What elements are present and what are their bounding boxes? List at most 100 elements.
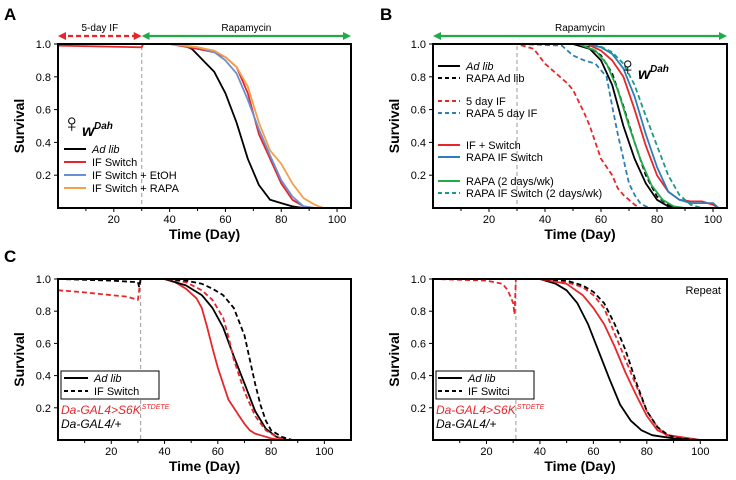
y-tick-label: 0.4 xyxy=(36,137,51,149)
series-line-5-day-if xyxy=(433,43,641,209)
legend-label: IF Switch + RAPA xyxy=(92,183,180,195)
legend-label: RAPA IF Switch (2 days/wk) xyxy=(466,188,602,200)
x-tick-label: 80 xyxy=(641,446,653,458)
x-tick-label: 40 xyxy=(539,214,551,226)
x-tick-label: 20 xyxy=(483,214,495,226)
legend-label: 5 day IF xyxy=(466,96,506,108)
genotype-label: Da-GAL4>S6K xyxy=(436,403,517,417)
series-line-s6k-ad-lib xyxy=(433,278,701,441)
legend-label: Ad lib xyxy=(465,61,494,73)
y-tick-label: 0.2 xyxy=(36,170,51,182)
legend-label: Ad lib xyxy=(467,373,496,385)
top-arrow-label: Rapamycin xyxy=(555,23,605,34)
y-tick-label: 1.0 xyxy=(411,39,426,51)
female-symbol: ♀ xyxy=(618,51,638,81)
series-line-control-if-switch xyxy=(57,278,293,441)
legend-label: IF Switch xyxy=(94,386,139,398)
x-tick-label: 20 xyxy=(108,214,120,226)
panel-b: Rapamycin 20 40 60 80 100 0.2 0.4 0.6 0.8 1.0 Time … xyxy=(386,23,728,242)
y-tick-label: 0.8 xyxy=(36,72,51,84)
plot-frame xyxy=(57,43,352,209)
x-tick-label: 40 xyxy=(158,446,170,458)
x-tick-label: 100 xyxy=(704,214,722,226)
y-axis-label: Survival xyxy=(11,99,27,153)
x-tick-label: 100 xyxy=(328,214,346,226)
series-line-rapa-2-days-wk- xyxy=(433,43,686,209)
genotype-prefix: w xyxy=(638,66,652,83)
y-tick-label: 1.0 xyxy=(36,274,51,286)
x-tick-label: 80 xyxy=(651,214,663,226)
x-tick-label: 60 xyxy=(595,214,607,226)
panel-c-repeat: 20 40 60 80 100 0.2 0.4 0.6 0.8 1.0 Time (Day) Surv… xyxy=(386,274,728,474)
legend-label: Ad lib xyxy=(91,144,120,156)
legend-label: RAPA 5 day IF xyxy=(466,108,538,120)
x-axis-label: Time (Day) xyxy=(169,226,240,242)
y-tick-label: 0.4 xyxy=(36,371,51,383)
y-tick-label: 1.0 xyxy=(36,39,51,51)
series-line-if-switch-rapa xyxy=(141,43,324,209)
y-tick-label: 0.6 xyxy=(411,105,426,117)
top-arrow-label: Rapamycin xyxy=(221,23,271,34)
genotype-superscript: STDETE xyxy=(142,404,170,411)
legend-label: RAPA (2 days/wk) xyxy=(466,176,554,188)
legend-label: IF Switch + EtOH xyxy=(92,170,177,182)
series-line-ad-lib xyxy=(433,43,680,209)
series-line-control-if-switch xyxy=(433,278,701,441)
x-tick-label: 40 xyxy=(163,214,175,226)
y-tick-label: 0.8 xyxy=(36,306,51,318)
legend-label: Ad lib xyxy=(93,373,122,385)
plot-frame xyxy=(432,43,728,209)
legend-label: IF Switch xyxy=(92,157,137,169)
y-tick-label: 0.8 xyxy=(411,72,426,84)
top-arrow-label: 5-day IF xyxy=(82,23,119,34)
y-tick-label: 0.6 xyxy=(411,338,426,350)
y-tick-label: 0.2 xyxy=(411,170,426,182)
legend-box xyxy=(60,370,160,400)
x-tick-label: 60 xyxy=(587,446,599,458)
y-tick-label: 0.4 xyxy=(411,371,426,383)
x-tick-label: 20 xyxy=(105,446,117,458)
genotype-label: Da-GAL4>S6K xyxy=(61,403,142,417)
y-tick-label: 0.6 xyxy=(36,105,51,117)
x-tick-label: 40 xyxy=(534,446,546,458)
plot-frame xyxy=(432,278,728,441)
y-tick-label: 1.0 xyxy=(411,274,426,286)
series-line-rapa-if-switch-2-days-wk- xyxy=(433,43,703,209)
y-tick-label: 0.4 xyxy=(411,137,426,149)
annotation-repeat: Repeat xyxy=(686,285,721,297)
x-tick-label: 60 xyxy=(212,446,224,458)
legend-label: RAPA Ad lib xyxy=(466,73,525,85)
panel-letter-a: A xyxy=(4,5,16,24)
genotype-superscript: STDETE xyxy=(517,404,545,411)
y-axis-label: Survival xyxy=(386,99,402,153)
panel-letter-c: C xyxy=(4,247,16,266)
genotype-label: Da-GAL4/+ xyxy=(436,417,496,431)
genotype-superscript: Dah xyxy=(94,121,113,132)
x-tick-label: 80 xyxy=(265,446,277,458)
x-axis-label: Time (Day) xyxy=(544,458,615,474)
x-tick-label: 20 xyxy=(480,446,492,458)
female-symbol: ♀ xyxy=(62,108,82,138)
genotype-prefix: w xyxy=(82,123,96,140)
series-line-if-switch xyxy=(433,43,720,209)
y-axis-label: Survival xyxy=(11,332,27,386)
plot-frame xyxy=(57,278,352,441)
legend-label: RAPA IF Switch xyxy=(466,152,543,164)
y-tick-label: 0.2 xyxy=(411,403,426,415)
x-axis-label: Time (Day) xyxy=(544,226,615,242)
series-line-control-ad-lib xyxy=(433,278,701,441)
x-tick-label: 100 xyxy=(691,446,709,458)
x-tick-label: 60 xyxy=(219,214,231,226)
x-tick-label: 80 xyxy=(275,214,287,226)
series-line-ad-lib xyxy=(58,43,310,209)
panel-a: 5-day IF Rapamycin 20 40 60 80 100 0.2 0.4 0.6 0.8… xyxy=(11,23,352,242)
x-axis-label: Time (Day) xyxy=(169,458,240,474)
genotype-label: Da-GAL4/+ xyxy=(61,417,121,431)
y-axis-label: Survival xyxy=(386,332,402,386)
x-tick-label: 100 xyxy=(315,446,333,458)
